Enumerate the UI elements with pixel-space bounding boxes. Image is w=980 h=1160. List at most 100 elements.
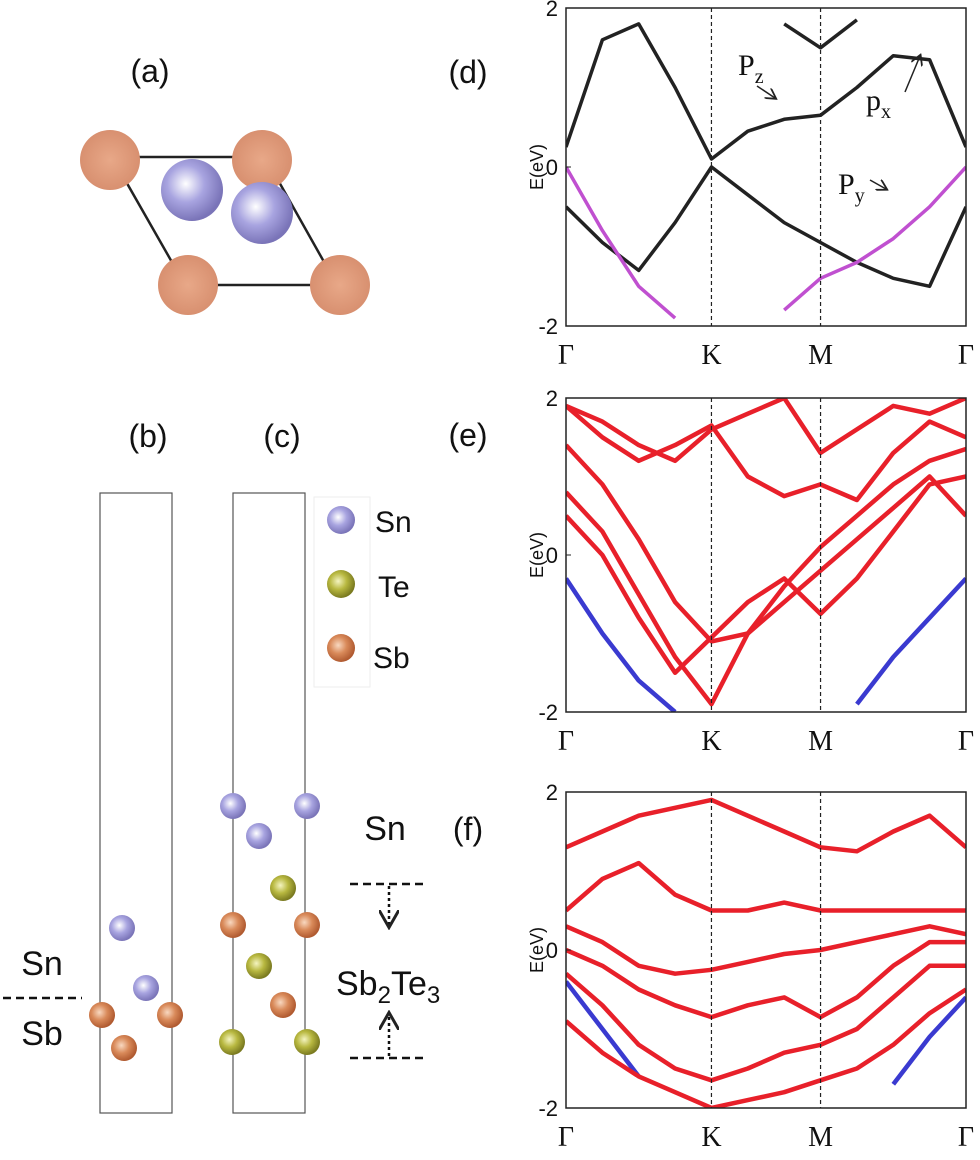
y-axis-label: E(eV)	[527, 532, 547, 578]
atom	[246, 823, 272, 849]
band	[566, 404, 966, 503]
y-tick-label: 0	[546, 938, 558, 963]
band	[566, 22, 966, 161]
arrow	[756, 85, 775, 98]
y-tick-label: -2	[538, 314, 558, 339]
legend-label: Sn	[375, 506, 412, 539]
panel-label: (a)	[130, 53, 169, 89]
atom	[220, 793, 246, 819]
atom	[161, 159, 223, 221]
y-tick-label: -2	[538, 700, 558, 725]
orbital-base: P	[738, 49, 755, 82]
atom	[294, 793, 320, 819]
y-tick-label: 2	[546, 386, 558, 411]
atom	[133, 975, 159, 1001]
y-tick-label: -2	[538, 1096, 558, 1121]
atom	[109, 915, 135, 941]
x-tick-label: M	[808, 340, 833, 371]
atom	[231, 182, 293, 244]
atom	[219, 1029, 245, 1055]
band	[783, 18, 858, 50]
band	[566, 924, 966, 976]
x-tick-label: K	[701, 340, 721, 371]
atom	[232, 130, 292, 190]
atom	[220, 912, 246, 938]
atom	[157, 1002, 183, 1028]
x-tick-label: M	[808, 1122, 833, 1153]
legend-label: Sb	[373, 642, 410, 675]
atom	[89, 1002, 115, 1028]
y-tick-label: 0	[546, 155, 558, 180]
y-axis-label: E(eV)	[527, 144, 547, 190]
band	[566, 963, 966, 1083]
structure-panels: (a) (b) (c) Sn Te Sb Sn Sb Sn Sb2Te3	[3, 53, 440, 1114]
panel-label: (c)	[263, 418, 300, 454]
orbital-label: Py	[838, 168, 865, 207]
atom	[111, 1035, 137, 1061]
atom	[294, 1029, 320, 1055]
x-tick-label: Γ	[558, 726, 574, 757]
x-tick-label: K	[701, 1122, 721, 1153]
atom	[294, 912, 320, 938]
cell-box	[99, 492, 173, 1114]
y-tick-label: 0	[546, 543, 558, 568]
band	[566, 165, 966, 320]
atom	[327, 634, 355, 662]
orbital-sub: x	[881, 101, 891, 123]
orbital-label: px	[866, 84, 891, 123]
x-tick-label: M	[808, 726, 833, 757]
band	[566, 939, 966, 1020]
orbital-base: P	[838, 168, 855, 201]
band	[566, 446, 966, 707]
band	[566, 797, 966, 854]
orbital-label: Pz	[738, 49, 764, 88]
band	[566, 443, 966, 644]
atom	[270, 992, 296, 1018]
band	[566, 980, 966, 1086]
x-tick-label: Γ	[958, 340, 974, 371]
atom	[80, 130, 140, 190]
layer-label: Sb2Te3	[336, 965, 440, 1009]
band	[566, 398, 966, 464]
plot-frame	[565, 7, 967, 327]
band	[566, 577, 677, 712]
arrow	[904, 56, 920, 93]
atom	[310, 255, 370, 315]
orbital-base: p	[866, 84, 881, 117]
x-tick-label: Γ	[558, 1122, 574, 1153]
atom	[246, 953, 272, 979]
atom	[270, 875, 296, 901]
bands	[566, 797, 966, 1108]
legend-box	[313, 496, 371, 688]
atom	[327, 506, 355, 534]
y-tick-label: 2	[546, 780, 558, 805]
atom	[327, 570, 355, 598]
x-tick-label: K	[701, 726, 721, 757]
layer-label: Sn	[21, 945, 63, 983]
x-tick-label: Γ	[958, 726, 974, 757]
unit-cell	[109, 155, 340, 287]
panel-label: (e)	[448, 417, 487, 453]
band	[566, 474, 966, 676]
x-tick-label: Γ	[958, 1122, 974, 1153]
bands	[566, 398, 966, 712]
band	[855, 576, 966, 706]
panel-label: (d)	[448, 54, 487, 90]
plot-frame	[565, 791, 967, 1109]
legend-label: Te	[378, 571, 410, 604]
x-tick-label: Γ	[558, 340, 574, 371]
band	[566, 165, 966, 289]
orbital-sub: z	[755, 66, 764, 88]
band	[566, 987, 966, 1108]
panel-label: (f)	[453, 811, 483, 847]
layer-label: Sn	[364, 810, 406, 848]
layer-label: Sb	[21, 1015, 63, 1053]
orbital-sub: y	[855, 185, 865, 207]
atom	[158, 255, 218, 315]
y-tick-label: 2	[546, 0, 558, 21]
panel-label: (b)	[128, 418, 167, 454]
